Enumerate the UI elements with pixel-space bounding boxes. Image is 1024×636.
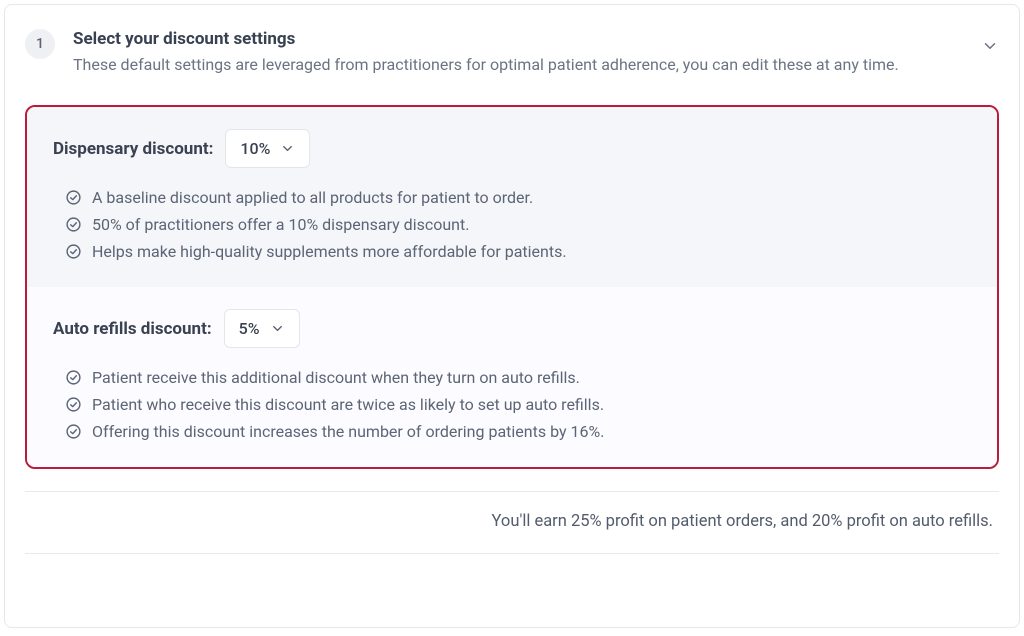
step-header: 1 Select your discount settings These de… bbox=[25, 29, 999, 77]
bullet-item: Offering this discount increases the num… bbox=[65, 422, 971, 441]
dispensary-discount-panel: Dispensary discount: 10% A baseline disc… bbox=[27, 107, 997, 287]
header-text: Select your discount settings These defa… bbox=[73, 29, 999, 77]
bullet-item: Patient who receive this discount are tw… bbox=[65, 395, 971, 414]
collapse-toggle[interactable] bbox=[981, 37, 999, 55]
dispensary-discount-value: 10% bbox=[240, 139, 270, 158]
discount-highlight-box: Dispensary discount: 10% A baseline disc… bbox=[25, 105, 999, 469]
bullet-item: A baseline discount applied to all produ… bbox=[65, 188, 971, 207]
section-title: Select your discount settings bbox=[73, 29, 959, 49]
step-number-badge: 1 bbox=[25, 29, 55, 59]
settings-card: 1 Select your discount settings These de… bbox=[4, 4, 1020, 628]
auto-refills-panel: Auto refills discount: 5% Patient receiv… bbox=[27, 287, 997, 467]
bullet-item: 50% of practitioners offer a 10% dispens… bbox=[65, 215, 971, 234]
check-circle-icon bbox=[65, 369, 82, 386]
dispensary-bullets: A baseline discount applied to all produ… bbox=[53, 188, 971, 261]
divider bbox=[25, 491, 999, 492]
step-number: 1 bbox=[36, 36, 44, 52]
bullet-text: A baseline discount applied to all produ… bbox=[92, 188, 533, 207]
check-circle-icon bbox=[65, 423, 82, 440]
section-subtitle: These default settings are leveraged fro… bbox=[73, 53, 959, 77]
check-circle-icon bbox=[65, 216, 82, 233]
chevron-down-icon bbox=[280, 141, 295, 156]
dispensary-label: Dispensary discount: bbox=[53, 139, 213, 159]
auto-refills-discount-value: 5% bbox=[239, 319, 260, 338]
bullet-text: 50% of practitioners offer a 10% dispens… bbox=[92, 215, 469, 234]
chevron-down-icon bbox=[270, 321, 285, 336]
dispensary-discount-select[interactable]: 10% bbox=[225, 129, 310, 168]
chevron-down-icon bbox=[981, 37, 999, 55]
bullet-text: Helps make high-quality supplements more… bbox=[92, 242, 567, 261]
bullet-item: Patient receive this additional discount… bbox=[65, 368, 971, 387]
auto-refills-row: Auto refills discount: 5% bbox=[53, 309, 971, 348]
bullet-text: Offering this discount increases the num… bbox=[92, 422, 604, 441]
divider bbox=[25, 553, 999, 554]
auto-refills-discount-select[interactable]: 5% bbox=[224, 309, 300, 348]
check-circle-icon bbox=[65, 243, 82, 260]
profit-summary: You'll earn 25% profit on patient orders… bbox=[25, 512, 999, 531]
check-circle-icon bbox=[65, 396, 82, 413]
bullet-item: Helps make high-quality supplements more… bbox=[65, 242, 971, 261]
auto-refills-bullets: Patient receive this additional discount… bbox=[53, 368, 971, 441]
bullet-text: Patient receive this additional discount… bbox=[92, 368, 580, 387]
check-circle-icon bbox=[65, 189, 82, 206]
dispensary-row: Dispensary discount: 10% bbox=[53, 129, 971, 168]
auto-refills-label: Auto refills discount: bbox=[53, 319, 212, 339]
bullet-text: Patient who receive this discount are tw… bbox=[92, 395, 604, 414]
